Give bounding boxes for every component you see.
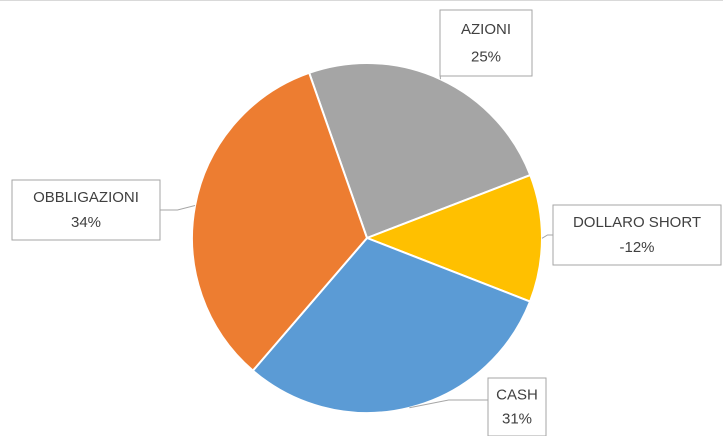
- value-label: 34%: [71, 214, 101, 231]
- label-box: [11, 179, 161, 241]
- category-label: DOLLARO SHORT: [573, 214, 701, 231]
- label-box: [487, 377, 547, 436]
- category-label: AZIONI: [461, 21, 511, 38]
- pie-slice: [307, 62, 532, 240]
- leader-line: [541, 234, 553, 239]
- leader-line: [409, 399, 488, 409]
- value-label: 25%: [471, 48, 501, 65]
- category-label: CASH: [496, 386, 538, 403]
- value-label: 31%: [502, 411, 532, 428]
- value-label: -12%: [619, 239, 654, 256]
- label-box: [439, 9, 533, 77]
- label-box: [552, 204, 722, 266]
- category-label: OBBLIGAZIONI: [33, 189, 139, 206]
- leader-line: [160, 205, 196, 211]
- pie-slice: [251, 236, 532, 414]
